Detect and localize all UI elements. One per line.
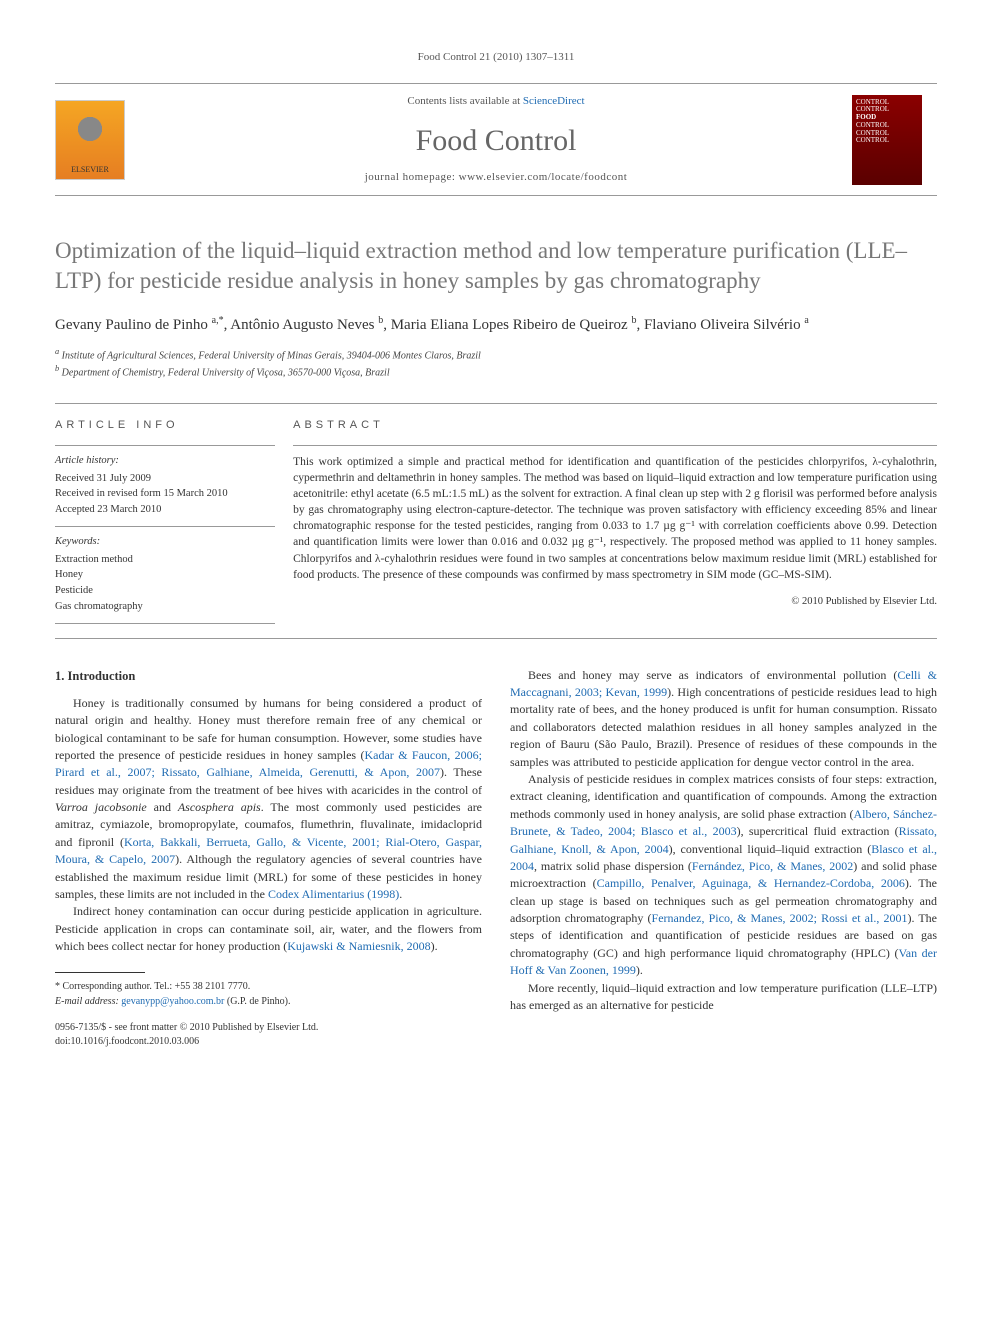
body-paragraph: Honey is traditionally consumed by human… [55, 695, 482, 904]
body-paragraph: More recently, liquid–liquid extraction … [510, 980, 937, 1015]
article-body: 1. Introduction Honey is traditionally c… [55, 667, 937, 1049]
journal-homepage: journal homepage: www.elsevier.com/locat… [140, 170, 852, 185]
body-paragraph: Bees and honey may serve as indicators o… [510, 667, 937, 771]
homepage-label: journal homepage: [365, 171, 459, 183]
journal-cover-thumb: CONTROL CONTROL FOOD CONTROL CONTROL CON… [852, 95, 937, 185]
affiliation-b: b Department of Chemistry, Federal Unive… [55, 363, 937, 380]
citation-link[interactable]: Codex Alimentarius (1998) [268, 887, 399, 901]
abstract-text: This work optimized a simple and practic… [293, 456, 937, 581]
abstract-heading: ABSTRACT [293, 418, 937, 433]
contents-prefix: Contents lists available at [407, 95, 522, 107]
history-title: Article history: [55, 454, 275, 469]
citation-link[interactable]: Fernández, Pico, & Manes, 2002 [692, 859, 853, 873]
affiliations: a Institute of Agricultural Sciences, Fe… [55, 346, 937, 381]
journal-name: Food Control [140, 120, 852, 162]
section-heading-intro: 1. Introduction [55, 667, 482, 685]
journal-masthead: ELSEVIER Contents lists available at Sci… [55, 83, 937, 196]
article-info-column: ARTICLE INFO Article history: Received 3… [55, 404, 293, 638]
publisher-logo: ELSEVIER [55, 100, 140, 180]
keyword: Pesticide [55, 583, 275, 599]
citation-link[interactable]: Fernandez, Pico, & Manes, 2002; Rossi et… [652, 911, 908, 925]
copyright-line: © 2010 Published by Elsevier Ltd. [293, 595, 937, 610]
corr-suffix: (G.P. de Pinho). [224, 996, 290, 1007]
citation-link[interactable]: Campillo, Penalver, Aguinaga, & Hernande… [597, 876, 905, 890]
article-info-heading: ARTICLE INFO [55, 418, 275, 433]
homepage-url: www.elsevier.com/locate/foodcont [459, 171, 628, 183]
keyword: Honey [55, 567, 275, 583]
abstract-column: ABSTRACT This work optimized a simple an… [293, 404, 937, 638]
affiliation-a: a Institute of Agricultural Sciences, Fe… [55, 346, 937, 363]
contents-line: Contents lists available at ScienceDirec… [140, 94, 852, 109]
publisher-name: ELSEVIER [71, 164, 109, 175]
doi-block: 0956-7135/$ - see front matter © 2010 Pu… [55, 1021, 482, 1049]
issn-line: 0956-7135/$ - see front matter © 2010 Pu… [55, 1021, 482, 1035]
history-revised: Received in revised form 15 March 2010 [55, 486, 275, 502]
keywords-title: Keywords: [55, 535, 275, 550]
history-received: Received 31 July 2009 [55, 471, 275, 487]
article-title: Optimization of the liquid–liquid extrac… [55, 236, 937, 296]
footnote-rule [55, 972, 145, 973]
history-accepted: Accepted 23 March 2010 [55, 502, 275, 518]
doi-line: doi:10.1016/j.foodcont.2010.03.006 [55, 1035, 482, 1049]
corr-email-link[interactable]: gevanypp@yahoo.com.br [121, 996, 224, 1007]
citation-link[interactable]: Kujawski & Namiesnik, 2008 [287, 939, 430, 953]
keyword: Extraction method [55, 552, 275, 568]
sciencedirect-link[interactable]: ScienceDirect [523, 95, 585, 107]
body-paragraph: Analysis of pesticide residues in comple… [510, 771, 937, 980]
email-label: E-mail address: [55, 996, 121, 1007]
corresponding-author: * Corresponding author. Tel.: +55 38 210… [55, 979, 482, 1009]
body-paragraph: Indirect honey contamination can occur d… [55, 903, 482, 955]
author-list: Gevany Paulino de Pinho a,*, Antônio Aug… [55, 314, 937, 336]
cover-line: CONTROL [856, 137, 918, 145]
keyword: Gas chromatography [55, 599, 275, 615]
running-head: Food Control 21 (2010) 1307–1311 [55, 50, 937, 65]
corr-label: * Corresponding author. Tel.: +55 38 210… [55, 979, 482, 994]
